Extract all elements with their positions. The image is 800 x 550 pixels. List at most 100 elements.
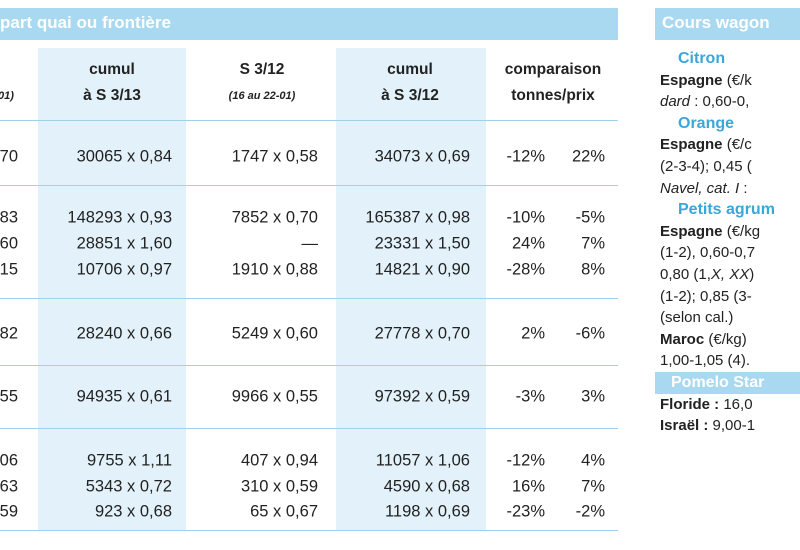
column-header: comparaison: [504, 61, 602, 78]
text-segment: : 0,60-0,: [690, 93, 750, 111]
text-line: 0,80 (1,X, XX): [660, 264, 800, 286]
text-line: Israël : 9,00-1: [660, 415, 800, 437]
cell: 10706 x 0,97: [76, 260, 172, 279]
header-band: [655, 8, 800, 40]
text-segment: Espagne: [660, 136, 723, 154]
column-shade: [336, 48, 486, 530]
cell: -12%: [506, 451, 545, 470]
cell: 4590 x 0,68: [383, 477, 470, 496]
text-segment: Espagne: [660, 222, 723, 240]
cell: 1910 x 0,88: [231, 260, 318, 279]
cell: 5343 x 0,72: [85, 477, 172, 496]
cell: 34073 x 0,69: [374, 147, 470, 166]
cell: 22%: [571, 147, 605, 166]
text-line: Espagne (€/c: [660, 134, 800, 156]
text-segment: 16,0: [719, 395, 753, 413]
text-line: (selon cal.): [660, 307, 800, 329]
cell: 28851 x 1,60: [76, 234, 172, 253]
text-line: (1-2); 0,85 (3-: [660, 286, 800, 308]
text-line: (2-3-4); 0,45 (: [660, 156, 800, 178]
cell: 165387 x 0,98: [365, 208, 470, 227]
separator: [0, 365, 618, 366]
text-line: Maroc (€/kg): [660, 329, 800, 351]
cell: 14821 x 0,90: [374, 260, 470, 279]
cell: 60: [0, 234, 18, 253]
separator: [0, 185, 618, 186]
cell: 23331 x 1,50: [374, 234, 470, 253]
cell: -3%: [515, 387, 545, 406]
cell: 24%: [511, 234, 545, 253]
cell: 28240 x 0,66: [76, 324, 172, 343]
cell: 9755 x 1,11: [86, 451, 172, 470]
section-heading: Citron: [678, 50, 726, 67]
text-line: Navel, cat. I :: [660, 178, 800, 200]
cell: 3%: [581, 387, 605, 406]
cell: 06: [0, 451, 18, 470]
text-segment: Israël :: [660, 417, 709, 435]
cell: 15: [0, 260, 18, 279]
text-segment: :: [739, 179, 752, 197]
separator: [0, 530, 618, 531]
cell: -2%: [575, 502, 605, 521]
cell: 9966 x 0,55: [231, 387, 318, 406]
text-segment: (1-2), 0,60-0,7: [660, 244, 756, 262]
column-header: 01): [0, 90, 14, 102]
text-segment: (2-3-4); 0,45 (: [660, 157, 752, 175]
text-segment: Maroc: [660, 330, 705, 348]
cell: 70: [0, 147, 18, 166]
text-segment: ): [749, 265, 755, 283]
right-title: Cours wagon: [662, 13, 770, 32]
cell: 1198 x 0,69: [384, 502, 470, 521]
column-header: à S 3/12: [381, 87, 439, 104]
cell: 7%: [581, 477, 605, 496]
text-line: 1,00-1,05 (4).: [660, 350, 800, 372]
text-segment: dard: [660, 93, 691, 111]
cell: 27778 x 0,70: [374, 324, 470, 343]
cell: -23%: [506, 502, 545, 521]
section-heading: Orange: [678, 114, 735, 132]
left-title: part quai ou frontière: [0, 13, 171, 32]
cell: 1747 x 0,58: [231, 147, 318, 166]
cell: -12%: [506, 147, 545, 166]
cell: -5%: [575, 208, 605, 227]
cell: -6%: [575, 324, 605, 343]
text-segment: (€/c: [722, 136, 752, 154]
cell: 59: [0, 502, 18, 521]
separator: [0, 120, 618, 121]
text-segment: (€/kg): [704, 330, 747, 348]
cell: -10%: [506, 208, 545, 227]
text-segment: X, XX: [710, 265, 750, 283]
text-segment: Navel, cat. I: [660, 179, 740, 197]
text-segment: (selon cal.): [660, 309, 734, 327]
section-heading: Petits agrum: [678, 201, 775, 219]
cell: 97392 x 0,59: [374, 387, 470, 406]
column-header: tonnes/prix: [511, 87, 595, 104]
cell: 4%: [581, 451, 605, 470]
right-panel: Citron Espagne (€/k dard : 0,60-0, Orange Es…: [655, 48, 800, 437]
cell: 923 x 0,68: [94, 502, 172, 521]
text-line: dard : 0,60-0,: [660, 91, 800, 113]
cell: 55: [0, 387, 18, 406]
cell: 5249 x 0,60: [231, 324, 318, 343]
section-banner: Pomelo Star: [655, 371, 800, 394]
text-line: (1-2), 0,60-0,7: [660, 242, 800, 264]
cell: -28%: [506, 260, 545, 279]
cell: 11057 x 1,06: [375, 451, 470, 470]
text-line: Espagne (€/k: [660, 70, 800, 92]
cell: 148293 x 0,93: [67, 208, 172, 227]
text-segment: Espagne: [660, 71, 723, 89]
cell: 7852 x 0,70: [231, 208, 318, 227]
cell: 2%: [521, 324, 545, 343]
cell: —: [301, 234, 319, 253]
cell: 7%: [581, 234, 605, 253]
column-shade: [38, 48, 186, 530]
column-header: (16 au 22-01): [228, 90, 296, 102]
cell: 407 x 0,94: [240, 451, 318, 470]
text-segment: (€/k: [722, 71, 752, 89]
text-segment: Floride :: [660, 395, 720, 413]
cell: 16%: [511, 477, 545, 496]
column-header: cumul: [89, 61, 135, 78]
column-header: S 3/12: [239, 61, 285, 78]
column-header: cumul: [387, 61, 433, 78]
